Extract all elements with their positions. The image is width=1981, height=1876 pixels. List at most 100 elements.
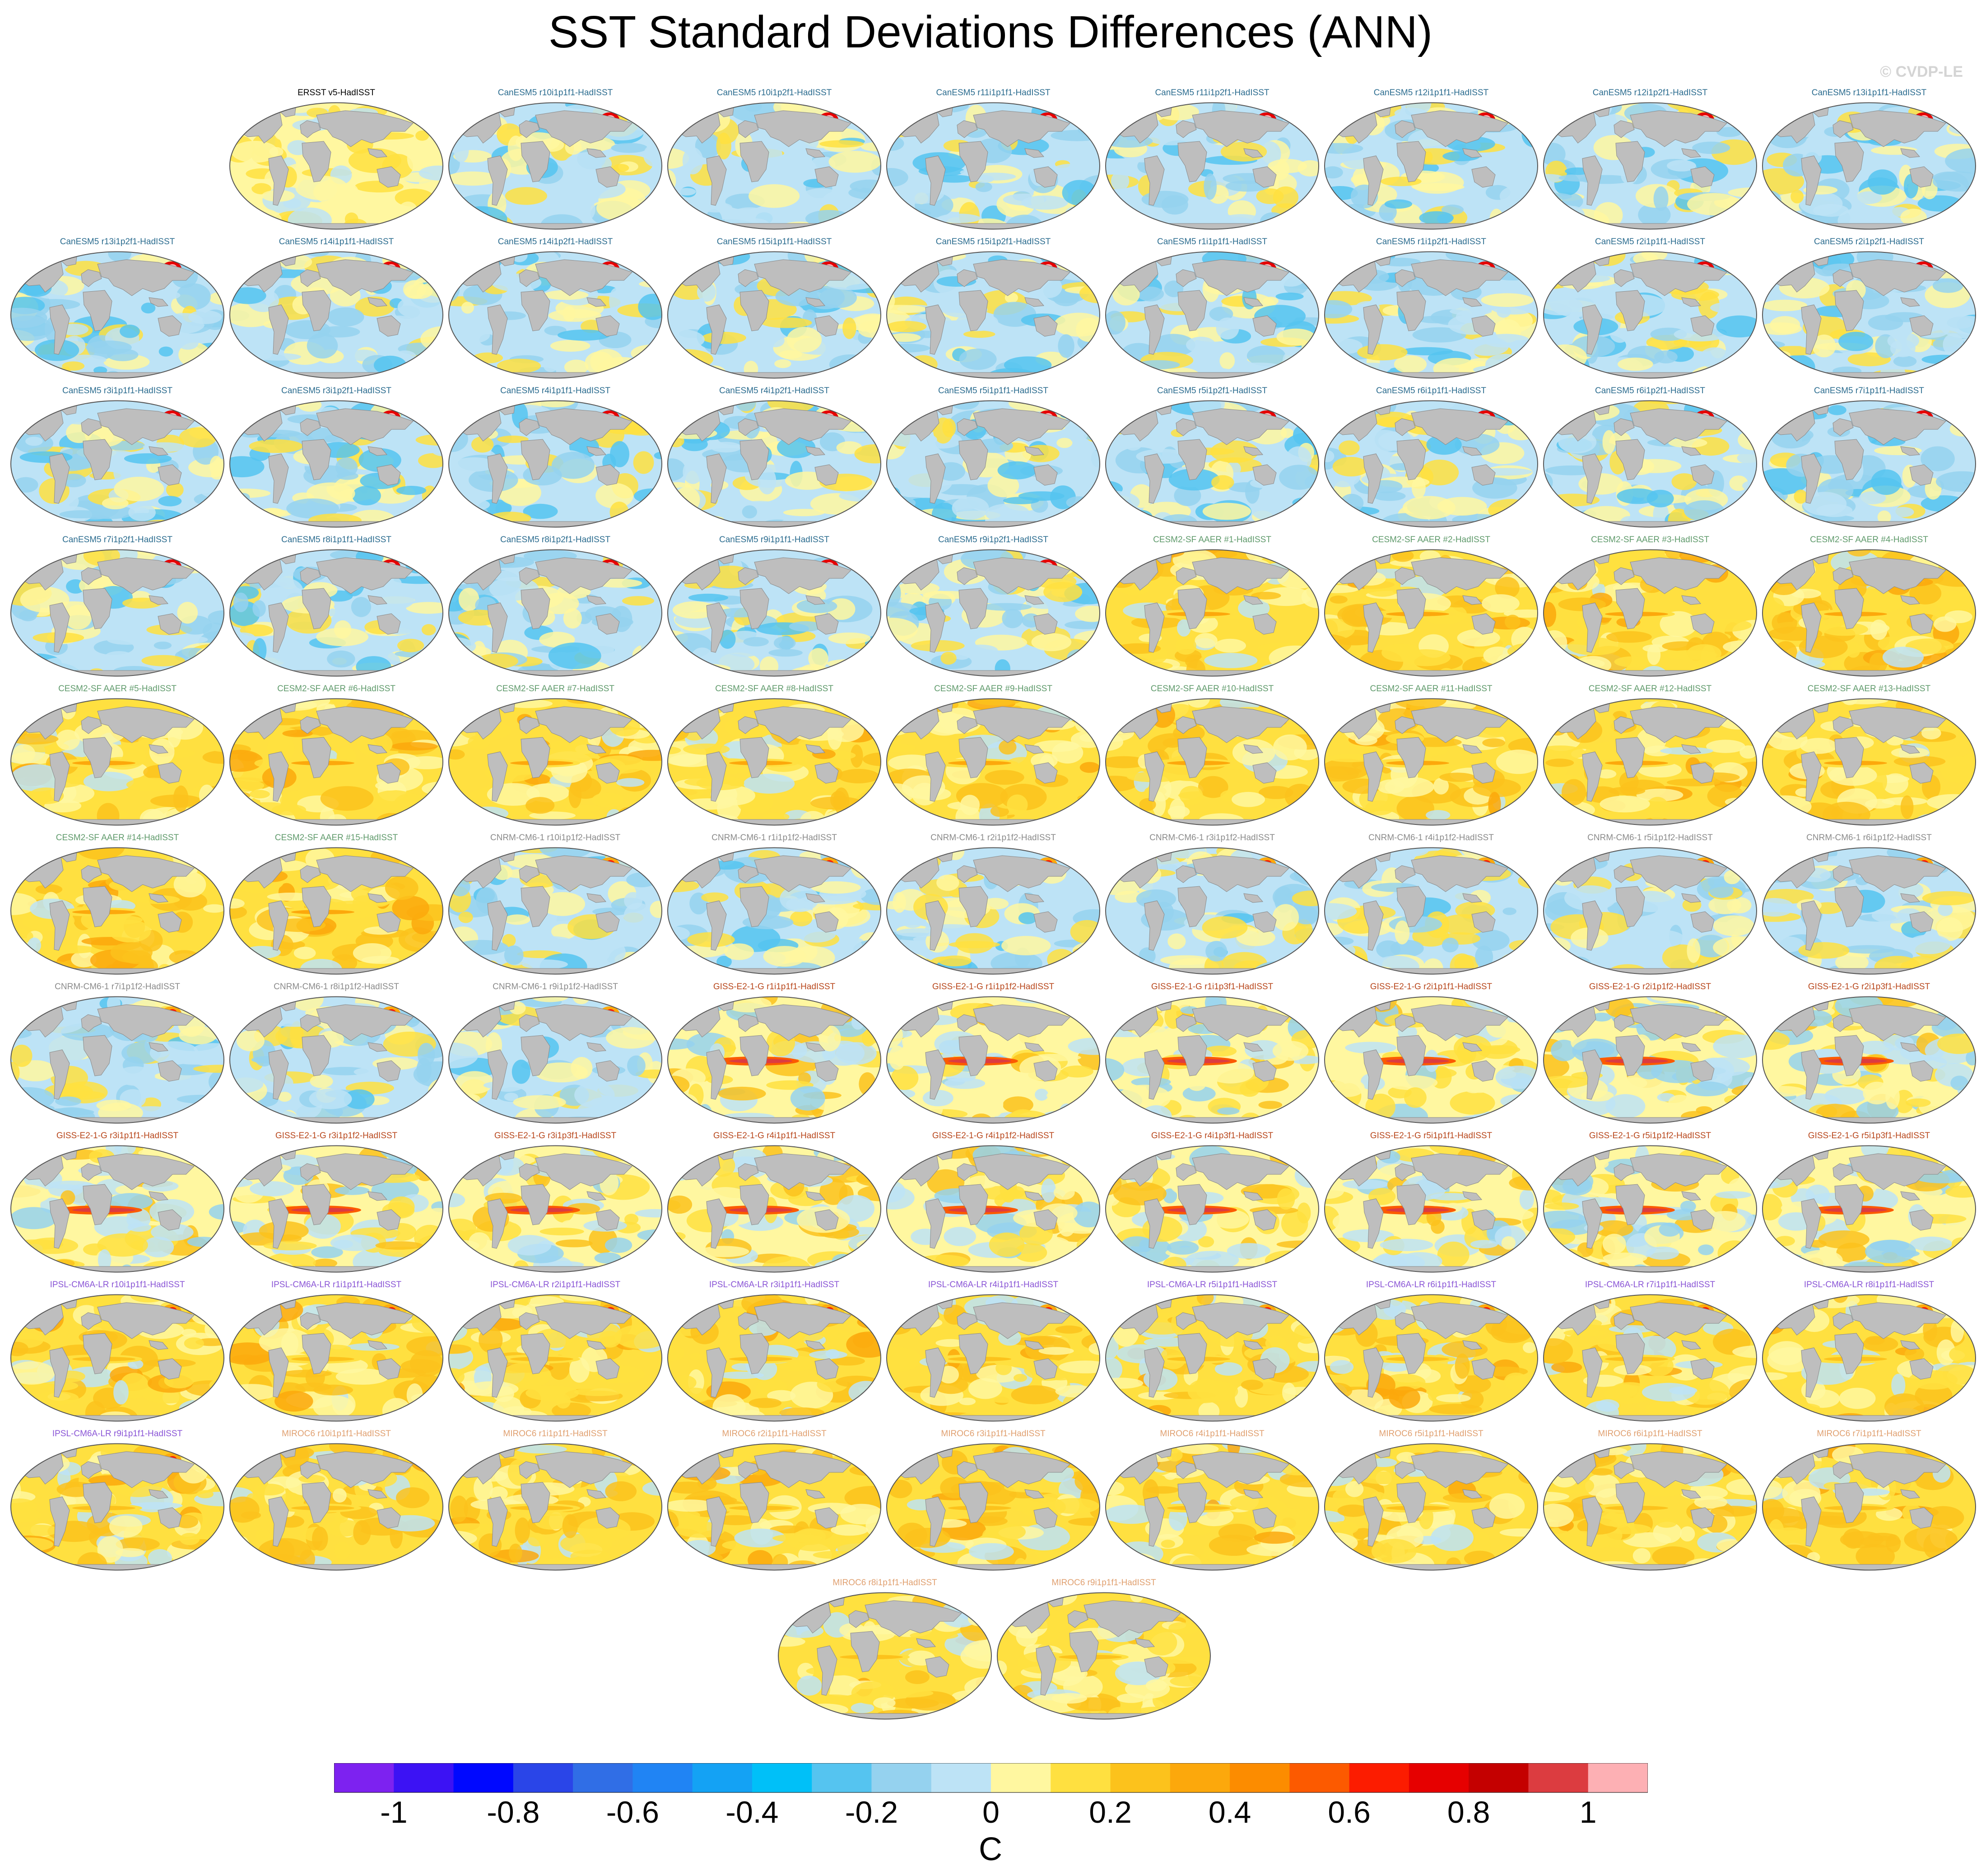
sst-difference-map <box>1105 251 1319 379</box>
map-panel-label: CanESM5 r9i1p1f1-HadISST <box>719 535 829 545</box>
sst-difference-map <box>10 400 224 528</box>
sst-difference-map <box>229 102 443 230</box>
colorbar-swatch <box>1588 1763 1648 1792</box>
colorbar-tick-label: 0.8 <box>1447 1795 1490 1829</box>
map-panel-label: CanESM5 r5i1p2f1-HadISST <box>1157 386 1267 396</box>
sst-difference-map <box>229 698 443 826</box>
map-panel: IPSL-CM6A-LR r7i1p1f1-HadISST <box>1542 1280 1758 1424</box>
sst-difference-map <box>1543 1145 1757 1273</box>
map-panel: MIROC6 r8i1p1f1-HadISST <box>777 1578 993 1722</box>
map-panel: CESM2-SF AAER #15-HadISST <box>228 833 445 977</box>
map-panel: CanESM5 r9i1p2f1-HadISST <box>885 535 1102 679</box>
map-panel: CESM2-SF AAER #11-HadISST <box>1323 684 1539 828</box>
map-panel-label: CESM2-SF AAER #2-HadISST <box>1372 535 1490 545</box>
map-panel-label: CESM2-SF AAER #1-HadISST <box>1153 535 1271 545</box>
sst-difference-map <box>1543 102 1757 230</box>
map-panel: GISS-E2-1-G r4i1p3f1-HadISST <box>1104 1131 1321 1275</box>
sst-difference-map <box>448 1145 662 1273</box>
map-panel-label: MIROC6 r8i1p1f1-HadISST <box>832 1578 937 1587</box>
map-panel-label: CESM2-SF AAER #14-HadISST <box>56 833 179 843</box>
map-panel-label: CanESM5 r3i1p1f1-HadISST <box>62 386 172 396</box>
map-panel-label: CESM2-SF AAER #13-HadISST <box>1807 684 1931 694</box>
map-panel: IPSL-CM6A-LR r1i1p1f1-HadISST <box>228 1280 445 1424</box>
colorbar-swatch <box>812 1763 872 1792</box>
map-panel: ERSST v5-HadISST <box>228 88 445 232</box>
sst-difference-map <box>229 1443 443 1571</box>
map-panel-label: MIROC6 r5i1p1f1-HadISST <box>1379 1429 1483 1438</box>
map-panel: CanESM5 r10i1p2f1-HadISST <box>666 88 883 232</box>
map-panel: CanESM5 r7i1p1f1-HadISST <box>1761 386 1977 530</box>
map-panel-label: MIROC6 r10i1p1f1-HadISST <box>282 1429 391 1438</box>
map-panel-label: CanESM5 r3i1p2f1-HadISST <box>281 386 391 396</box>
map-panel: CESM2-SF AAER #12-HadISST <box>1542 684 1758 828</box>
sst-difference-map <box>667 1145 881 1273</box>
map-panel-label: CNRM-CM6-1 r4i1p1f2-HadISST <box>1368 833 1494 843</box>
map-panel: CanESM5 r2i1p1f1-HadISST <box>1542 237 1758 381</box>
map-panel-label: CNRM-CM6-1 r1i1p1f2-HadISST <box>711 833 837 843</box>
map-panel: CanESM5 r8i1p1f1-HadISST <box>228 535 445 679</box>
sst-difference-map <box>1324 400 1538 528</box>
map-panel: CanESM5 r15i1p2f1-HadISST <box>885 237 1102 381</box>
sst-difference-map <box>886 251 1100 379</box>
map-panel-label: CanESM5 r13i1p2f1-HadISST <box>60 237 175 247</box>
sst-difference-map <box>1543 698 1757 826</box>
sst-difference-map <box>886 102 1100 230</box>
sst-difference-map <box>1543 1443 1757 1571</box>
map-panel-label: GISS-E2-1-G r3i1p1f2-HadISST <box>275 1131 398 1140</box>
map-panel-label: CanESM5 r5i1p1f1-HadISST <box>938 386 1048 396</box>
sst-difference-map <box>1105 1145 1319 1273</box>
map-panel-label: IPSL-CM6A-LR r4i1p1f1-HadISST <box>928 1280 1059 1289</box>
map-panel: CanESM5 r4i1p2f1-HadISST <box>666 386 883 530</box>
sst-difference-map <box>667 847 881 975</box>
map-panel-label: CNRM-CM6-1 r3i1p1f2-HadISST <box>1149 833 1275 843</box>
map-panel-label: CanESM5 r15i1p1f1-HadISST <box>716 237 832 247</box>
colorbar-swatch <box>1289 1763 1350 1792</box>
colorbar-tick-label: 0.2 <box>1089 1795 1132 1829</box>
map-panel: CESM2-SF AAER #1-HadISST <box>1104 535 1321 679</box>
sst-difference-map <box>1324 996 1538 1124</box>
colorbar-tick-label: 0 <box>982 1795 1000 1829</box>
sst-difference-map <box>448 251 662 379</box>
map-panel-label: CESM2-SF AAER #7-HadISST <box>496 684 614 694</box>
map-panel: CanESM5 r6i1p2f1-HadISST <box>1542 386 1758 530</box>
map-panel: CanESM5 r10i1p1f1-HadISST <box>447 88 664 232</box>
map-panel-label: CanESM5 r2i1p1f1-HadISST <box>1595 237 1705 247</box>
sst-difference-map <box>1105 400 1319 528</box>
map-panel: CanESM5 r9i1p1f1-HadISST <box>666 535 883 679</box>
sst-difference-map <box>1324 549 1538 677</box>
map-panel-label: CanESM5 r4i1p1f1-HadISST <box>500 386 610 396</box>
map-panel: MIROC6 r5i1p1f1-HadISST <box>1323 1429 1539 1573</box>
map-panel-label: MIROC6 r1i1p1f1-HadISST <box>503 1429 608 1438</box>
map-panel: CanESM5 r11i1p1f1-HadISST <box>885 88 1102 232</box>
map-panel-label: CESM2-SF AAER #15-HadISST <box>274 833 398 843</box>
map-panel-label: CanESM5 r7i1p1f1-HadISST <box>1814 386 1924 396</box>
sst-difference-map <box>10 996 224 1124</box>
colorbar-swatch <box>513 1763 573 1792</box>
map-panel: CESM2-SF AAER #2-HadISST <box>1323 535 1539 679</box>
map-panel: CESM2-SF AAER #10-HadISST <box>1104 684 1321 828</box>
map-panel-label: MIROC6 r4i1p1f1-HadISST <box>1160 1429 1265 1438</box>
map-panel-label: CanESM5 r13i1p1f1-HadISST <box>1811 88 1927 98</box>
map-panel: CanESM5 r3i1p1f1-HadISST <box>9 386 226 530</box>
sst-difference-map <box>1762 549 1976 677</box>
sst-difference-map <box>10 1145 224 1273</box>
colorbar-tick-label: -0.4 <box>725 1795 778 1829</box>
map-panel: CanESM5 r15i1p1f1-HadISST <box>666 237 883 381</box>
map-panel: CanESM5 r7i1p2f1-HadISST <box>9 535 226 679</box>
map-panel-label: CESM2-SF AAER #9-HadISST <box>934 684 1052 694</box>
map-panel: CNRM-CM6-1 r5i1p1f2-HadISST <box>1542 833 1758 977</box>
map-panel-label: CESM2-SF AAER #10-HadISST <box>1150 684 1274 694</box>
map-panel-label: GISS-E2-1-G r2i1p1f1-HadISST <box>1370 982 1493 992</box>
map-panel-label: CESM2-SF AAER #4-HadISST <box>1810 535 1928 545</box>
sst-difference-map <box>1105 549 1319 677</box>
colorbar-swatch <box>453 1763 514 1792</box>
sst-difference-map <box>10 847 224 975</box>
sst-difference-map <box>229 847 443 975</box>
sst-difference-map <box>1324 251 1538 379</box>
sst-difference-map <box>997 1592 1211 1720</box>
map-panel: IPSL-CM6A-LR r4i1p1f1-HadISST <box>885 1280 1102 1424</box>
map-panel-label: GISS-E2-1-G r4i1p3f1-HadISST <box>1151 1131 1274 1140</box>
sst-difference-map <box>448 698 662 826</box>
sst-difference-map <box>1762 1145 1976 1273</box>
map-panel: GISS-E2-1-G r2i1p3f1-HadISST <box>1761 982 1977 1126</box>
